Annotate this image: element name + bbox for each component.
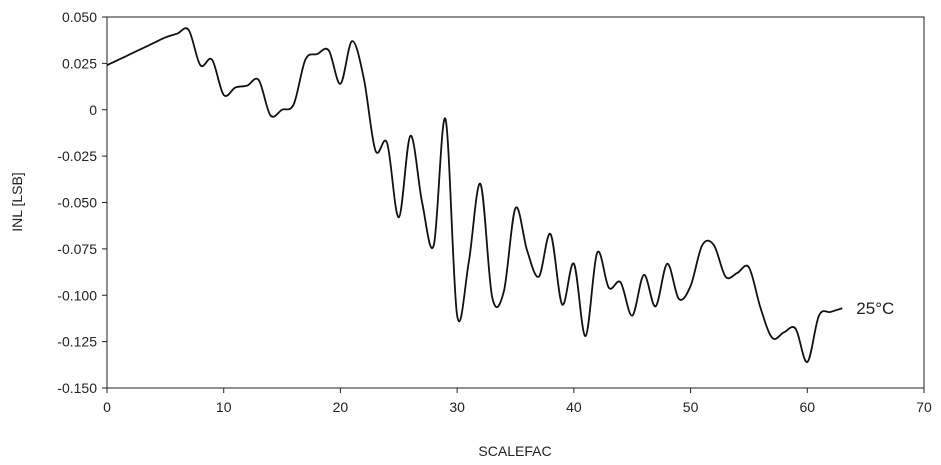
temperature-annotation: 25°C [856, 299, 894, 318]
plot-area-frame [106, 16, 925, 389]
y-tick-label: -0.150 [57, 380, 97, 396]
x-tick-label: 60 [799, 399, 815, 415]
x-tick-label: 70 [916, 399, 932, 415]
y-tick-label: -0.050 [57, 195, 97, 211]
y-tick-label: 0.025 [62, 55, 97, 71]
x-axis-label: SCALEFAC [478, 443, 551, 459]
x-axis-ticks: 0 10 20 30 40 50 60 70 [103, 388, 932, 415]
inl-series-line [106, 27, 843, 363]
y-tick-label: -0.125 [57, 334, 97, 350]
y-axis-label: INL [LSB] [9, 172, 25, 231]
series-layer [106, 27, 843, 363]
x-tick-label: 10 [216, 399, 232, 415]
y-tick-label: -0.025 [57, 148, 97, 164]
y-tick-label: -0.075 [57, 241, 97, 257]
y-tick-label: 0.050 [62, 9, 97, 25]
x-tick-label: 40 [566, 399, 582, 415]
x-tick-label: 20 [333, 399, 349, 415]
y-tick-label: -0.100 [57, 287, 97, 303]
annotation-layer: 25°C [856, 299, 894, 318]
y-tick-label: 0 [89, 102, 97, 118]
x-tick-label: 30 [449, 399, 465, 415]
y-axis-ticks: 0.050 0.025 0 -0.025 -0.050 -0.075 -0.100 -0.12… [57, 9, 107, 396]
x-tick-label: 0 [103, 399, 111, 415]
x-tick-label: 50 [683, 399, 699, 415]
